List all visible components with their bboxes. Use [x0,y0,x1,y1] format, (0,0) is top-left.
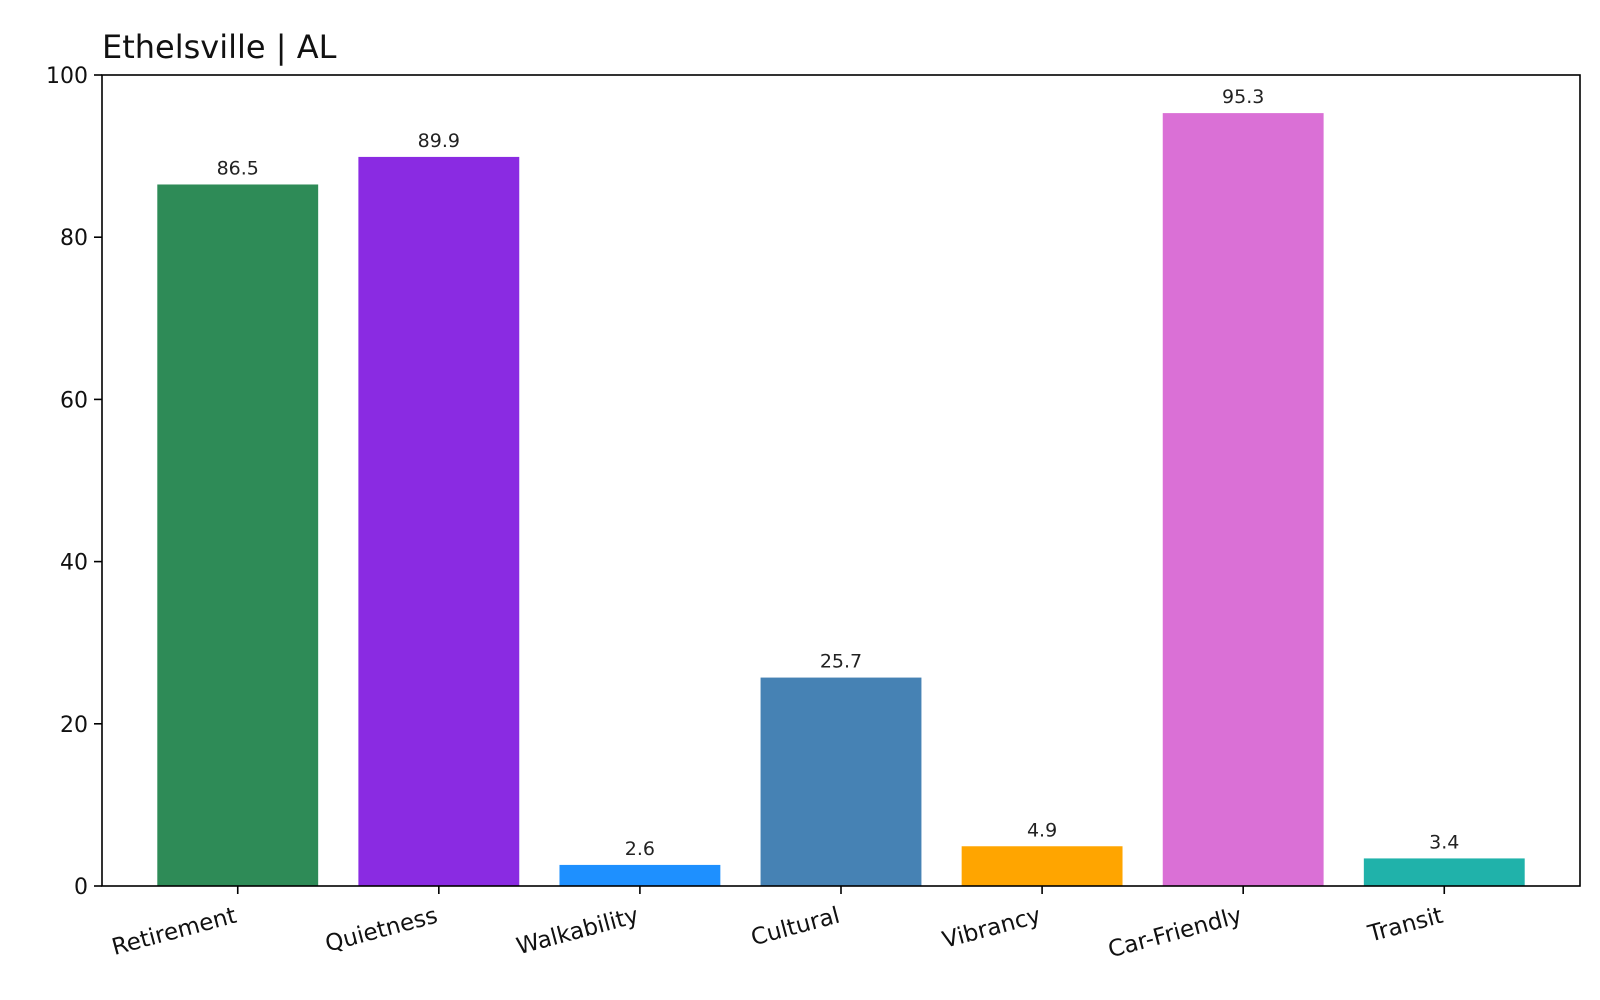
x-tick-label: Walkability [514,903,642,961]
x-tick-label: Transit [1365,903,1446,948]
x-tick-label: Cultural [748,903,842,952]
y-tick-label: 0 [74,875,88,900]
data-label: 95.3 [1222,86,1264,108]
x-tick-label: Car-Friendly [1106,903,1245,964]
chart-title: Ethelsville | AL [102,28,337,66]
y-tick-label: 20 [60,713,88,738]
bar [1162,113,1324,886]
data-label: 3.4 [1429,831,1459,853]
bar [358,156,520,886]
data-label: 86.5 [217,157,259,179]
y-tick-label: 100 [46,64,88,89]
y-tick-label: 40 [60,551,88,576]
plot-frame [101,74,1581,887]
bar [961,846,1123,886]
x-axis: Retirement Quietness Walkability Cultural Vi… [109,886,1446,963]
y-tick-label: 60 [60,388,88,413]
bar [157,184,319,887]
x-tick-label: Quietness [323,903,441,958]
bar [559,864,721,886]
data-label: 89.9 [418,130,460,152]
bar [1363,858,1525,886]
data-label: 4.9 [1027,819,1057,841]
x-tick-label: Vibrancy [940,903,1044,954]
x-tick-label: Retirement [109,903,239,961]
bar [760,677,922,886]
y-tick-label: 80 [60,226,88,251]
data-label: 2.6 [625,838,655,860]
y-axis: 0 20 40 60 80 100 [46,64,102,900]
data-label: 25.7 [820,651,862,673]
bars: 86.5 89.9 2.6 25.7 4.9 95.3 3.4 [157,86,1525,887]
